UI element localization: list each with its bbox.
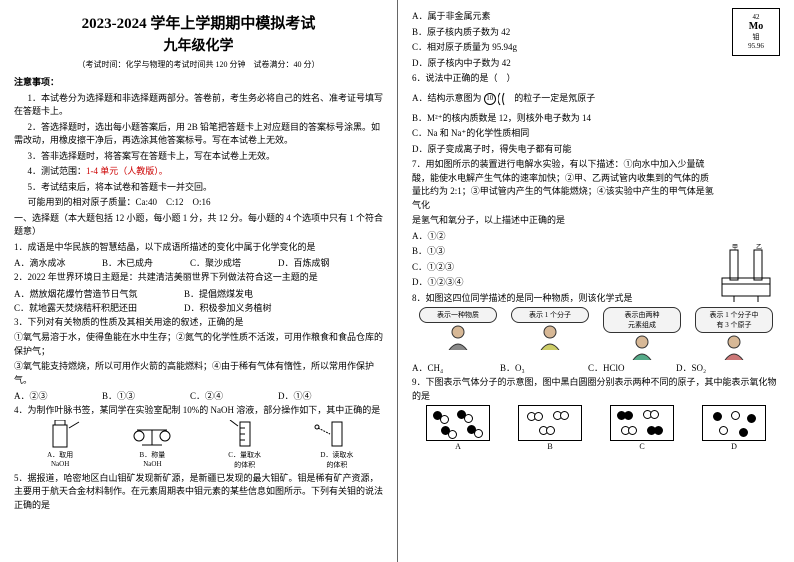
q2-opts: A．燃放烟花爆竹营造节日气氛 B．提倡燃煤发电 <box>14 287 383 300</box>
q9-box-c <box>610 405 674 441</box>
element-name: 钼 <box>733 33 779 41</box>
range-red: 1-4 单元（人教版）。 <box>86 166 168 176</box>
svg-text:乙: 乙 <box>756 244 762 251</box>
q8-opts: A．CH₄ B．O₃ C．HClO D．SO₂ <box>412 361 780 374</box>
q7-line2: 是氢气和氧分子，以上描述中正确的是 <box>412 214 780 228</box>
q4-fig-d: D．读取水 的体积 <box>312 420 362 470</box>
right-column: 42 Mo 钼 95.96 A．属于非金属元素 B．原子核内质子数为 42 C．… <box>397 0 794 562</box>
q6-c: C．Na 和 Na⁺的化学性质相同 <box>412 127 780 141</box>
q4-fig-b: B．称量 NaOH <box>127 420 177 470</box>
q3-line2: ③氧气能支持燃烧，所以可用作火箭的高能燃料；④由于稀有气体有惰性，所以常用作保护… <box>14 360 383 387</box>
cylinder-icon <box>220 420 270 450</box>
q9-stem: 9．下图表示气体分子的示意图，图中黑白圆圈分别表示两种不同的原子，其中能表示氧化… <box>412 376 780 403</box>
q3-opts: A．②③ B．①③ C．②④ D．①④ <box>14 389 383 402</box>
left-column: 2023-2024 学年上学期期中模拟考试 九年级化学 （考试时间：化学与物理的… <box>0 0 397 562</box>
q8-bubbles: 表示一种物质 表示 1 个分子 表示由两种 元素组成 表示 1 个分子中 有 3… <box>412 307 780 360</box>
speech-3: 表示由两种 元素组成 <box>603 307 681 360</box>
q9-box-d <box>702 405 766 441</box>
section-1-heading: 一、选择题（本大题包括 12 小题，每小题 1 分，共 12 分。每小题的 4 … <box>14 212 383 239</box>
read-icon <box>312 420 362 450</box>
subject-title: 九年级化学 <box>14 35 383 55</box>
svg-text:甲: 甲 <box>732 244 738 251</box>
q9-c-wrap: C <box>610 405 674 451</box>
bottle-icon <box>35 420 85 450</box>
q7-a: A．①② <box>412 230 780 244</box>
q2-b: B．提倡燃煤发电 <box>184 287 354 300</box>
element-mass: 95.96 <box>733 42 779 50</box>
electrolysis-icon: 甲乙 <box>716 244 776 304</box>
speech-2: 表示 1 个分子 <box>511 307 589 360</box>
q8-a: A．CH₄ <box>412 361 500 374</box>
q5-c: C．相对原子质量为 95.94g <box>412 41 780 55</box>
q1-opts: A．滴水成冰 B．木已成舟 C．聚沙成塔 D．百炼成钢 <box>14 256 383 269</box>
q2-stem: 2．2022 年世界环境日主题是：共建清洁美丽世界下列做法符合这一主题的是 <box>14 271 383 285</box>
q8-b: B．O₃ <box>500 361 588 374</box>
q1-stem: 1．成语是中华民族的智慧结晶，以下成语所描述的变化中属于化学变化的是 <box>14 241 383 255</box>
q4-fig-c: C．量取水 的体积 <box>220 420 270 470</box>
q8-d: D．SO₂ <box>676 361 764 374</box>
q8-c: C．HClO <box>588 361 676 374</box>
q3-b: B．①③ <box>102 389 190 402</box>
q2-d: D．积极参加义务植树 <box>184 301 354 314</box>
speech-4: 表示 1 个分子中 有 3 个原子 <box>695 307 773 360</box>
q3-line1: ①氧气易溶于水，使得鱼能在水中生存；②氮气的化学性质不活泼，可用作粮食和食品仓库… <box>14 331 383 358</box>
balance-icon <box>127 420 177 450</box>
q1-b: B．木已成舟 <box>102 256 190 269</box>
q9-box-a <box>426 405 490 441</box>
q6-stem: 6．说法中正确的是（ ） <box>412 72 780 86</box>
q3-c: C．②④ <box>190 389 278 402</box>
q2-a: A．燃放烟花爆竹营造节日气氛 <box>14 287 184 300</box>
q5-b: B．原子核内质子数为 42 <box>412 26 780 40</box>
q5-stem: 5．据报道，哈密地区白山钼矿发现新矿源，是新疆已发现的最大钼矿。钼是稀有矿产资源… <box>14 472 383 513</box>
element-num: 42 <box>733 13 779 21</box>
notice-4: 4．测试范围：1-4 单元（人教版）。 <box>14 165 383 179</box>
q4-fig-a: A．取用 NaOH <box>35 420 85 470</box>
q9-d-wrap: D <box>702 405 766 451</box>
q9-figures: A B C <box>412 405 780 451</box>
q1-a: A．滴水成冰 <box>14 256 102 269</box>
q3-d: D．①④ <box>278 389 366 402</box>
q5-a: A．属于非金属元素 <box>412 10 780 24</box>
exam-title: 2023-2024 学年上学期期中模拟考试 <box>14 12 383 33</box>
notice-1: 1．本试卷分为选择题和非选择题两部分。答卷前，考生务必将自己的姓名、准考证号填写… <box>14 92 383 119</box>
q3-a: A．②③ <box>14 389 102 402</box>
notice-2: 2．答选择题时，选出每小题答案后，用 2B 铅笔把答题卡上对应题目的答案标号涂黑… <box>14 121 383 148</box>
notice-heading: 注意事项： <box>14 76 383 90</box>
person-icon <box>443 324 473 350</box>
atomic-mass: 可能用到的相对原子质量：Ca:40 C:12 O:16 <box>14 196 383 210</box>
q2-c: C．就地露天焚烧秸秆积肥还田 <box>14 301 184 314</box>
person-icon <box>535 324 565 350</box>
q1-c: C．聚沙成塔 <box>190 256 278 269</box>
q6-b: B．M²⁺的核内质数是 12，则核外电子数为 14 <box>412 112 780 126</box>
q3-stem: 3．下列对有关物质的性质及其相关用途的叙述，正确的是 <box>14 316 383 330</box>
element-sym: Mo <box>733 21 779 33</box>
notice-5: 5．考试结束后，将本试卷和答题卡一并交回。 <box>14 181 383 195</box>
q6-d: D．原子变成离子时，得失电子都有可能 <box>412 143 780 157</box>
person-icon <box>719 334 749 360</box>
q5-d: D．原子核内中子数为 42 <box>412 57 780 71</box>
q9-b-wrap: B <box>518 405 582 451</box>
q9-box-b <box>518 405 582 441</box>
q7-stem: 7．用如图所示的装置进行电解水实验，有以下描述：①向水中加入少量硫酸，能使水电解… <box>412 158 780 212</box>
person-icon <box>627 334 657 360</box>
nucleus-icon: 10 <box>484 93 496 105</box>
element-box: 42 Mo 钼 95.96 <box>732 8 780 56</box>
q1-d: D．百炼成钢 <box>278 256 366 269</box>
shell-icon <box>498 92 512 106</box>
exam-note: （考试时间：化学与物理的考试时间共 120 分钟 试卷满分：40 分） <box>14 59 383 70</box>
q6-a: A．结构示意图为 10 的粒子一定是氖原子 <box>412 92 780 106</box>
q4-figures: A．取用 NaOH B．称量 NaOH C．量取水 的体积 D．读取水 的体积 <box>14 420 383 470</box>
notice-3: 3．答非选择题时，将答案写在答题卡上，写在本试卷上无效。 <box>14 150 383 164</box>
q4-stem: 4．为制作叶脉书签，某同学在实验室配制 10%的 NaOH 溶液，部分操作如下，… <box>14 404 383 418</box>
speech-1: 表示一种物质 <box>419 307 497 360</box>
q9-a-wrap: A <box>426 405 490 451</box>
